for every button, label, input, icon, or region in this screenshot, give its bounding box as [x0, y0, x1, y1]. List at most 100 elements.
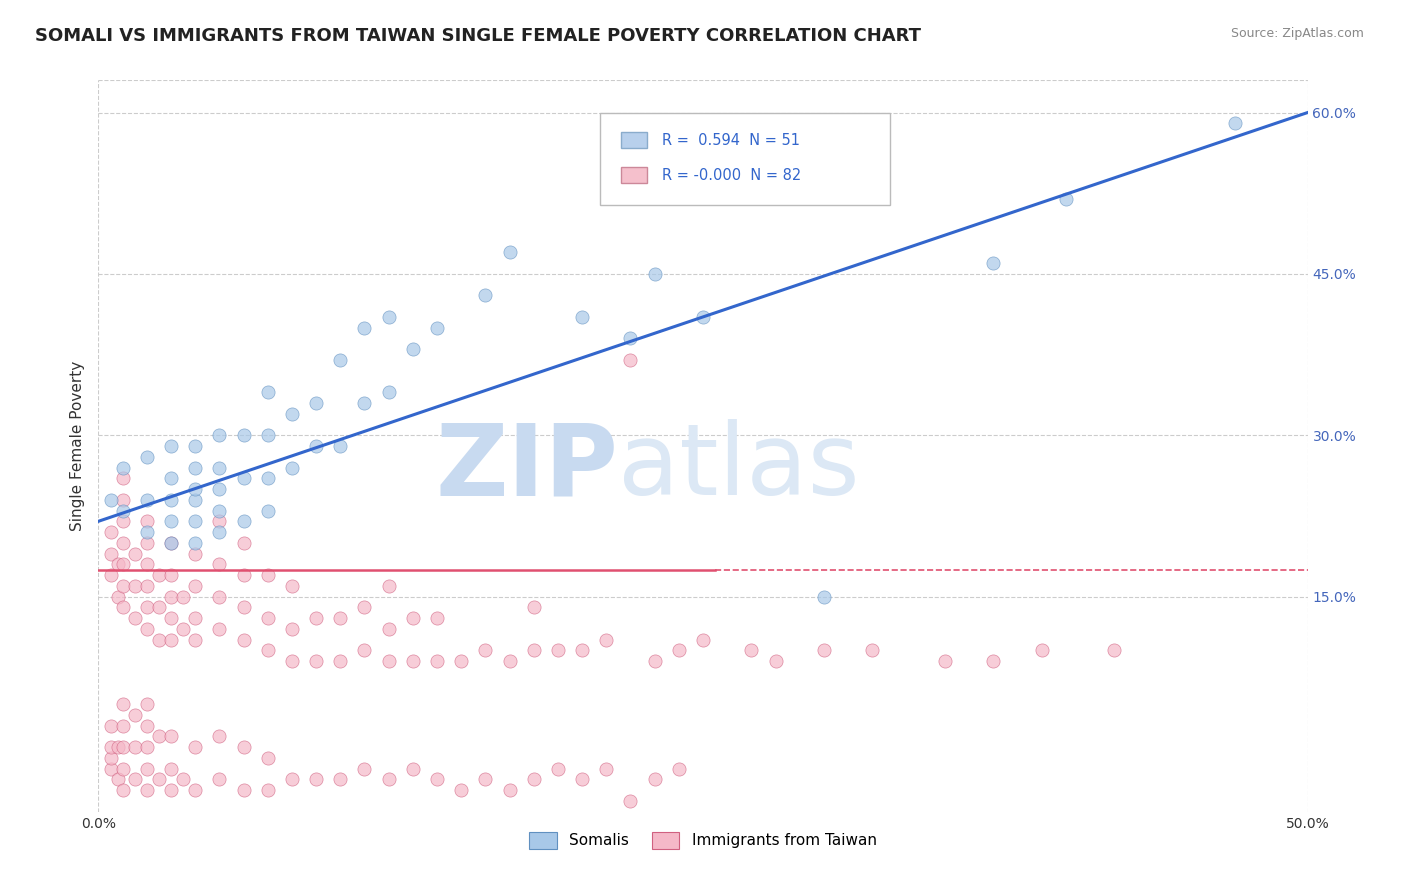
Point: [135, 783, 157, 797]
Point: [208, 428, 231, 442]
Point: [523, 772, 546, 787]
Point: [450, 654, 472, 668]
Point: [148, 568, 170, 582]
Point: [184, 492, 207, 507]
Point: [135, 719, 157, 733]
Text: atlas: atlas: [619, 419, 860, 516]
Text: Source: ZipAtlas.com: Source: ZipAtlas.com: [1230, 27, 1364, 40]
Point: [547, 643, 569, 657]
Point: [256, 385, 278, 400]
Point: [692, 632, 714, 647]
Point: [208, 460, 231, 475]
Point: [107, 590, 129, 604]
Point: [256, 751, 278, 765]
Point: [498, 245, 520, 260]
Point: [426, 654, 449, 668]
Point: [111, 536, 134, 550]
Point: [100, 492, 122, 507]
Point: [135, 450, 157, 464]
Point: [644, 654, 666, 668]
Point: [692, 310, 714, 324]
Point: [1054, 192, 1077, 206]
Point: [135, 740, 157, 755]
Point: [184, 439, 207, 453]
Point: [111, 719, 134, 733]
Point: [377, 310, 399, 324]
Point: [160, 590, 183, 604]
Point: [100, 740, 122, 755]
Point: [256, 568, 278, 582]
Point: [172, 590, 194, 604]
Point: [107, 740, 129, 755]
Point: [184, 514, 207, 528]
Point: [100, 751, 122, 765]
Point: [232, 536, 254, 550]
Point: [184, 482, 207, 496]
Point: [160, 632, 183, 647]
Point: [208, 514, 231, 528]
Point: [232, 514, 254, 528]
Point: [232, 600, 254, 615]
Point: [644, 267, 666, 281]
Point: [474, 288, 496, 302]
Point: [124, 611, 146, 625]
Point: [402, 654, 425, 668]
Point: [765, 654, 787, 668]
Point: [281, 622, 304, 636]
Point: [281, 460, 304, 475]
Point: [124, 707, 146, 722]
Point: [498, 654, 520, 668]
Bar: [621, 168, 647, 184]
Point: [571, 310, 593, 324]
Point: [135, 524, 157, 539]
Point: [100, 547, 122, 561]
Point: [100, 719, 122, 733]
Point: [135, 697, 157, 711]
Point: [135, 579, 157, 593]
Point: [619, 331, 641, 345]
Point: [135, 558, 157, 572]
Point: [329, 439, 352, 453]
Point: [160, 439, 183, 453]
Point: [135, 536, 157, 550]
Point: [184, 783, 207, 797]
Point: [184, 632, 207, 647]
Point: [668, 762, 690, 776]
Point: [232, 428, 254, 442]
Text: SOMALI VS IMMIGRANTS FROM TAIWAN SINGLE FEMALE POVERTY CORRELATION CHART: SOMALI VS IMMIGRANTS FROM TAIWAN SINGLE …: [35, 27, 921, 45]
Point: [100, 762, 122, 776]
Y-axis label: Single Female Poverty: Single Female Poverty: [69, 361, 84, 531]
Point: [547, 762, 569, 776]
Point: [256, 783, 278, 797]
Point: [377, 654, 399, 668]
Point: [474, 772, 496, 787]
Point: [523, 643, 546, 657]
Point: [934, 654, 956, 668]
Point: [111, 697, 134, 711]
Point: [208, 558, 231, 572]
Point: [402, 342, 425, 356]
Point: [232, 783, 254, 797]
Point: [571, 643, 593, 657]
Point: [100, 568, 122, 582]
Point: [107, 772, 129, 787]
Text: R = -0.000  N = 82: R = -0.000 N = 82: [662, 168, 801, 183]
Point: [377, 772, 399, 787]
Point: [305, 654, 328, 668]
Point: [305, 439, 328, 453]
Point: [813, 643, 835, 657]
FancyBboxPatch shape: [600, 113, 890, 204]
Point: [208, 482, 231, 496]
Point: [184, 579, 207, 593]
Point: [981, 654, 1004, 668]
Point: [329, 611, 352, 625]
Point: [474, 643, 496, 657]
Point: [160, 730, 183, 744]
Point: [1031, 643, 1053, 657]
Point: [160, 568, 183, 582]
Point: [329, 654, 352, 668]
Point: [111, 503, 134, 517]
Point: [353, 643, 375, 657]
Point: [124, 740, 146, 755]
Point: [148, 772, 170, 787]
